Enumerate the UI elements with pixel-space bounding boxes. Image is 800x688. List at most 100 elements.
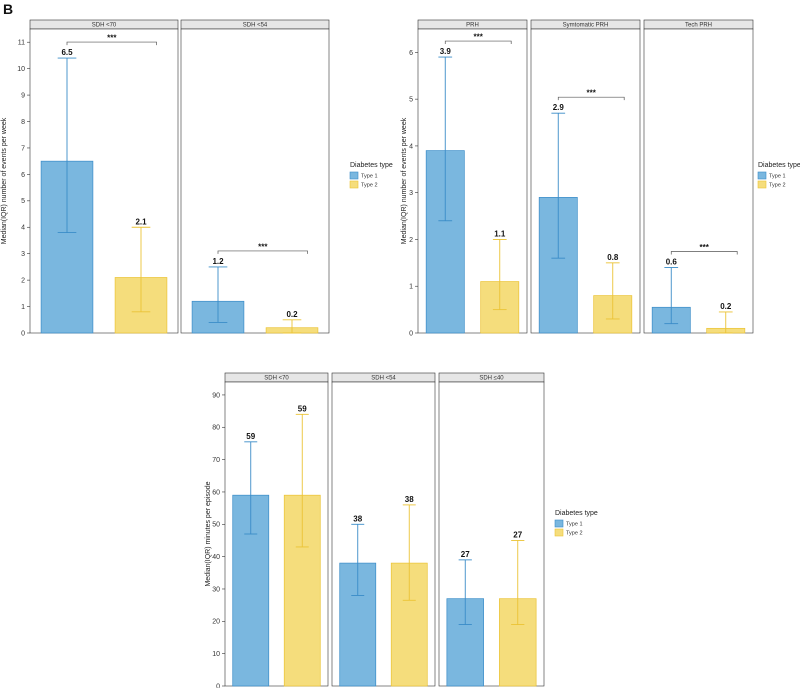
value-label-type-2: 59	[298, 404, 307, 413]
significance-label: ***	[700, 243, 710, 252]
y-tick-label: 0	[21, 330, 25, 337]
value-label-type-1: 3.9	[440, 47, 452, 56]
y-axis-title: Median(IQR) number of events per week	[401, 117, 408, 244]
facet-strip-label: Tech PRH	[685, 23, 712, 29]
value-label-type-2: 27	[513, 530, 522, 539]
legend-label-type-2: Type 2	[566, 531, 583, 537]
significance-label: ***	[587, 89, 597, 98]
y-tick-label: 1	[409, 284, 413, 291]
legend-swatch-type-2	[349, 180, 359, 189]
legend-title: Diabetes type	[350, 162, 393, 169]
value-label-type-1: 6.5	[61, 48, 73, 57]
facet-strip-label: Symtomatic PRH	[563, 23, 609, 29]
legend-swatch-type-1	[554, 519, 564, 528]
facet-sdh-70: SDH <70 59 59	[224, 372, 329, 687]
y-tick-label: 4	[21, 225, 25, 232]
y-tick-label: 3	[409, 190, 413, 197]
value-label-type-2: 38	[405, 495, 414, 504]
y-tick-label: 90	[212, 392, 220, 399]
value-label-type-1: 38	[353, 514, 362, 523]
facet-symtomatic-prh: Symtomatic PRH 2.9 0.8 ***	[530, 19, 641, 334]
y-tick-label: 2	[409, 237, 413, 244]
figure-panel-letter: B	[3, 1, 13, 17]
facet-sdh-70: SDH <70 6.5 2.1 ***	[29, 19, 179, 334]
legend-swatch-type-1	[757, 171, 767, 180]
y-axis-title: Median(IQR) minutes per episode	[205, 481, 212, 586]
y-tick-label: 10	[212, 651, 220, 658]
value-label-type-2: 0.8	[607, 253, 619, 262]
value-label-type-1: 2.9	[553, 103, 565, 112]
value-label-type-2: 0.2	[720, 302, 732, 311]
significance-bracket	[66, 41, 157, 46]
y-tick-label: 11	[18, 40, 25, 47]
legend-title: Diabetes type	[555, 510, 598, 517]
facet-sdh-40: SDH ≤40 27 27	[438, 372, 545, 687]
y-tick-label: 9	[21, 92, 25, 99]
y-tick-label: 30	[212, 586, 220, 593]
y-tick-label: 3	[21, 251, 25, 258]
legend-label-type-1: Type 1	[769, 174, 786, 180]
y-tick-label: 7	[21, 145, 25, 152]
chart-events-prh: 0 1 2 3 4 5 6 Median(IQR) number of events per …	[401, 19, 800, 337]
y-tick-label: 8	[21, 119, 25, 126]
y-tick-label: 10	[17, 66, 25, 73]
y-tick-label: 20	[212, 619, 220, 626]
legend-label-type-2: Type 2	[769, 183, 786, 189]
facet-sdh-54: SDH <54 1.2 0.2 ***	[180, 19, 330, 334]
significance-label: ***	[107, 34, 117, 43]
chart-minutes-per-episode: 0 10 20 30 40 50 60 70 80 90 Median(IQR) minutes p…	[205, 372, 598, 688]
y-tick-label: 6	[21, 172, 25, 179]
value-label-type-1: 59	[246, 432, 255, 441]
legend-title: Diabetes type	[758, 162, 800, 169]
facet-strip-label: PRH	[466, 23, 479, 29]
value-label-type-2: 0.2	[286, 310, 298, 319]
facet-strip-label: SDH ≤40	[479, 376, 504, 382]
significance-bracket	[444, 40, 512, 45]
legend: Diabetes type Type 1 Type 2	[349, 162, 393, 189]
significance-bracket	[670, 251, 738, 255]
facet-panel	[180, 28, 330, 334]
bar-type-1	[446, 598, 484, 687]
y-tick-label: 60	[212, 489, 220, 496]
value-label-type-1: 1.2	[212, 257, 224, 266]
facet-strip-label: SDH <70	[264, 376, 289, 382]
legend-swatch-type-2	[757, 180, 767, 189]
facet-strip-label: SDH <54	[243, 23, 268, 29]
y-tick-label: 5	[409, 97, 413, 104]
value-label-type-1: 27	[461, 550, 470, 559]
significance-bracket	[217, 250, 308, 254]
facet-strip-label: SDH <70	[92, 23, 117, 29]
legend-label-type-1: Type 1	[361, 174, 378, 180]
legend-label-type-2: Type 2	[361, 183, 378, 189]
facet-panel	[643, 28, 754, 334]
y-tick-label: 50	[212, 522, 220, 529]
y-tick-label: 1	[21, 304, 25, 311]
legend-swatch-type-1	[349, 171, 359, 180]
legend-label-type-1: Type 1	[566, 522, 583, 528]
facet-prh: PRH 3.9 1.1 ***	[417, 19, 528, 334]
y-tick-label: 4	[409, 143, 413, 150]
y-tick-label: 6	[409, 50, 413, 57]
y-tick-label: 0	[409, 330, 413, 337]
value-label-type-2: 2.1	[135, 217, 147, 226]
chart-events-sdh: 0 1 2 3 4 5 6 7 8 9 10 11 Median(IQR) number of even…	[1, 19, 393, 337]
legend: Diabetes type Type 1 Type 2	[554, 510, 598, 537]
y-tick-label: 5	[21, 198, 25, 205]
significance-bracket	[557, 96, 625, 101]
y-tick-label: 40	[212, 554, 220, 561]
legend: Diabetes type Type 1 Type 2	[757, 162, 800, 189]
value-label-type-1: 0.6	[666, 258, 678, 267]
y-tick-label: 70	[212, 457, 220, 464]
y-axis-title: Median(IQR) number of events per week	[1, 117, 8, 244]
significance-label: ***	[258, 242, 268, 251]
y-tick-label: 2	[21, 278, 25, 285]
facet-sdh-54: SDH <54 38 38	[331, 372, 436, 687]
legend-swatch-type-2	[554, 528, 564, 537]
significance-label: ***	[474, 33, 484, 42]
facet-strip-label: SDH <54	[371, 376, 396, 382]
y-tick-label: 0	[216, 683, 220, 688]
y-tick-label: 80	[212, 425, 220, 432]
facet-tech-prh: Tech PRH 0.6 0.2 ***	[643, 19, 754, 334]
value-label-type-2: 1.1	[494, 229, 506, 238]
